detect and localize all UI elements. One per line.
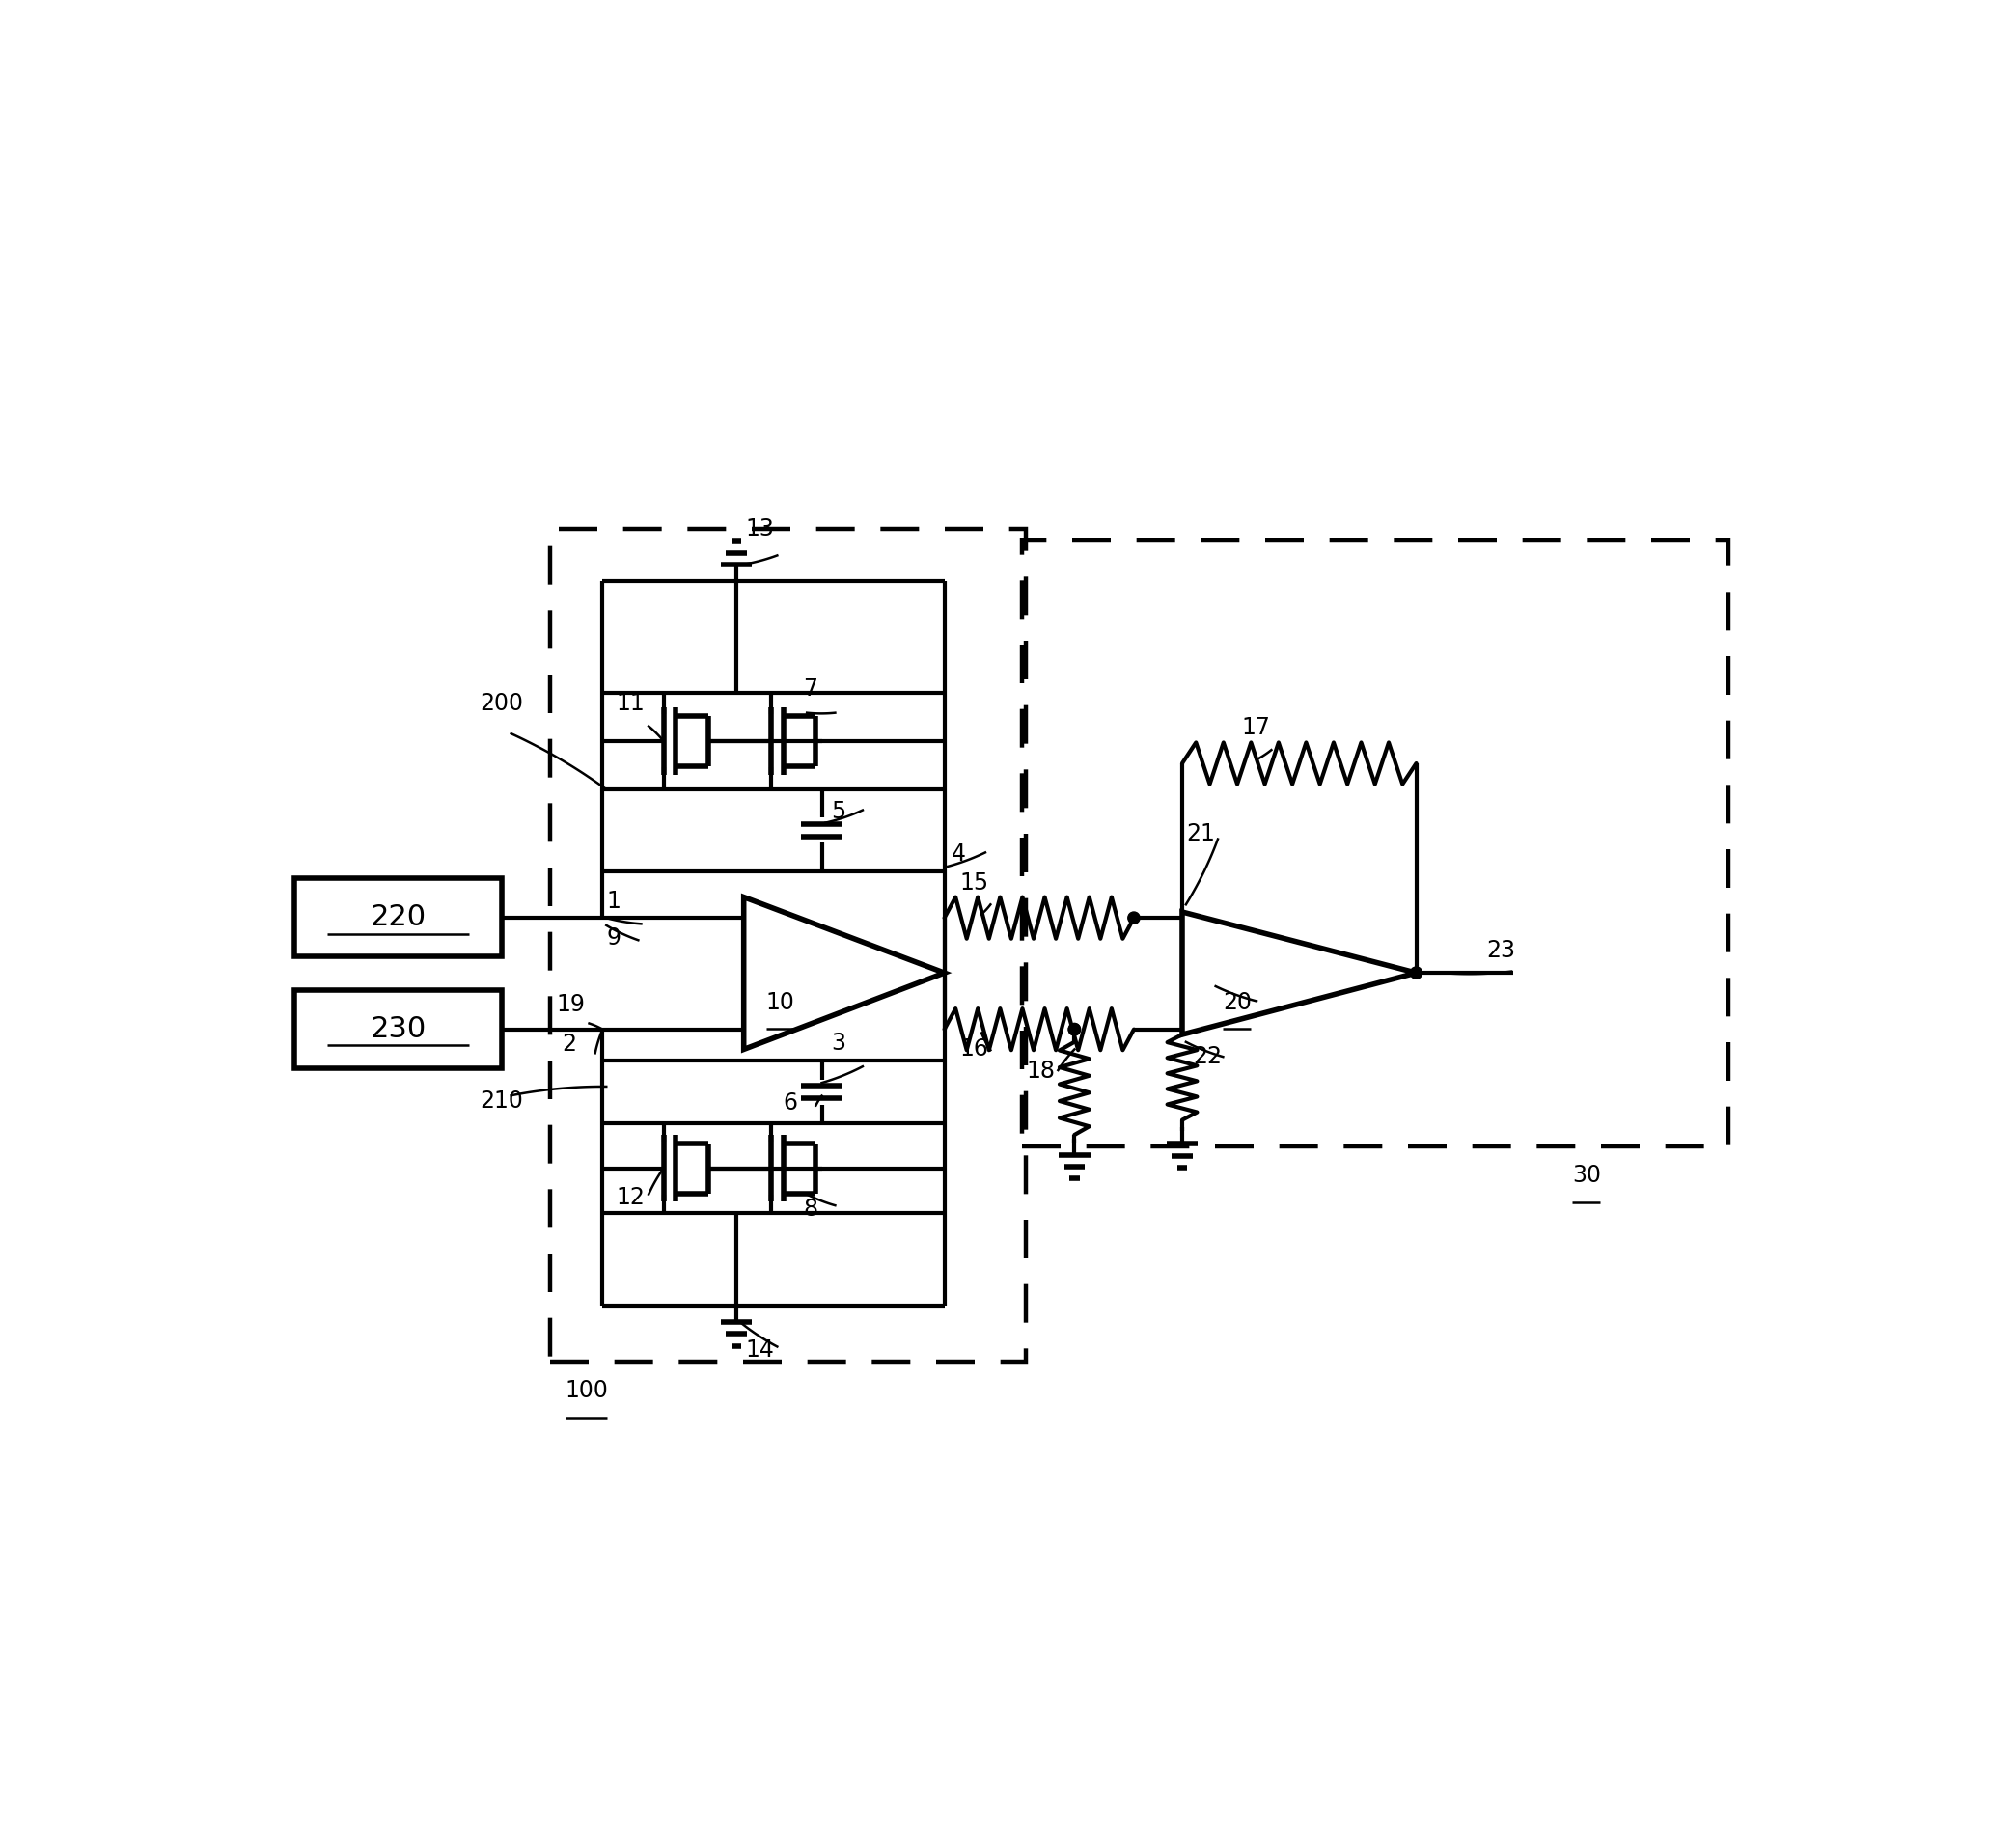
Text: 11: 11 xyxy=(617,693,645,715)
Text: 23: 23 xyxy=(1488,938,1516,962)
Text: 21: 21 xyxy=(1185,822,1216,846)
Text: 6: 6 xyxy=(782,1092,798,1114)
Text: 12: 12 xyxy=(617,1186,645,1210)
Bar xyxy=(294,990,502,1068)
Circle shape xyxy=(1068,1023,1081,1036)
Text: 5: 5 xyxy=(831,800,845,822)
Bar xyxy=(1022,541,1728,1145)
Text: 17: 17 xyxy=(1242,717,1270,739)
Text: 16: 16 xyxy=(960,1038,988,1060)
Text: 13: 13 xyxy=(746,517,774,541)
Text: 100: 100 xyxy=(564,1380,609,1402)
Circle shape xyxy=(1068,1023,1081,1036)
Text: 3: 3 xyxy=(831,1031,845,1055)
Text: 200: 200 xyxy=(480,693,524,715)
Text: 7: 7 xyxy=(802,678,818,700)
Text: 30: 30 xyxy=(1572,1164,1601,1188)
Circle shape xyxy=(1127,912,1139,924)
Text: 220: 220 xyxy=(371,903,425,931)
Text: 20: 20 xyxy=(1224,990,1252,1014)
Text: 14: 14 xyxy=(746,1339,774,1361)
Text: 10: 10 xyxy=(766,990,794,1014)
Text: 230: 230 xyxy=(371,1016,425,1044)
Bar xyxy=(294,879,502,957)
Text: 210: 210 xyxy=(480,1090,524,1112)
Text: 8: 8 xyxy=(802,1197,818,1221)
Text: 19: 19 xyxy=(556,994,585,1016)
Text: 18: 18 xyxy=(1026,1060,1054,1082)
Text: 1: 1 xyxy=(607,890,621,912)
Bar xyxy=(550,530,1026,1361)
Text: 22: 22 xyxy=(1193,1045,1222,1068)
Text: 2: 2 xyxy=(562,1032,577,1055)
Text: 4: 4 xyxy=(952,842,966,864)
Circle shape xyxy=(1411,968,1421,979)
Text: 15: 15 xyxy=(960,872,988,894)
Text: 9: 9 xyxy=(607,925,621,949)
